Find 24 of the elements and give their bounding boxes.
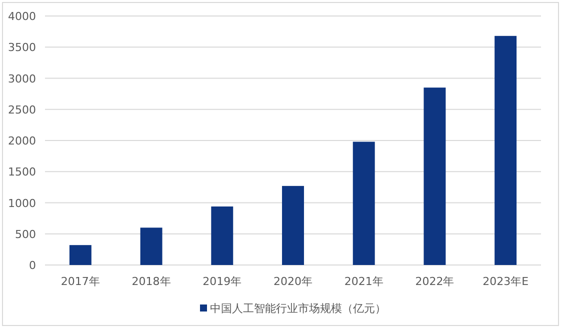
bar — [494, 36, 517, 265]
y-tick-label: 1500 — [8, 166, 36, 179]
y-tick-label: 2500 — [8, 103, 36, 116]
y-tick-label: 0 — [29, 259, 36, 272]
legend-label: 中国人工智能行业市场规模（亿元） — [210, 302, 386, 315]
x-tick-label: 2023年E — [482, 275, 529, 288]
y-tick-label: 3000 — [8, 72, 36, 86]
bar — [424, 88, 446, 265]
bar — [69, 245, 92, 265]
x-tick-label: 2017年 — [60, 275, 100, 288]
x-tick-label: 2018年 — [132, 275, 171, 288]
bar — [140, 228, 162, 265]
y-tick-label: 4000 — [8, 10, 36, 23]
x-tick-label: 2019年 — [202, 275, 242, 288]
y-tick-label: 3500 — [8, 41, 36, 54]
x-tick-label: 2020年 — [274, 275, 312, 288]
x-tick-label: 2021年 — [344, 275, 384, 288]
x-tick-label: 2022年 — [415, 275, 454, 288]
y-tick-label: 500 — [15, 228, 36, 241]
y-tick-label: 2000 — [8, 134, 36, 148]
bar — [352, 142, 375, 265]
bar — [211, 206, 234, 265]
bar — [282, 186, 304, 265]
y-tick-label: 1000 — [8, 196, 36, 210]
